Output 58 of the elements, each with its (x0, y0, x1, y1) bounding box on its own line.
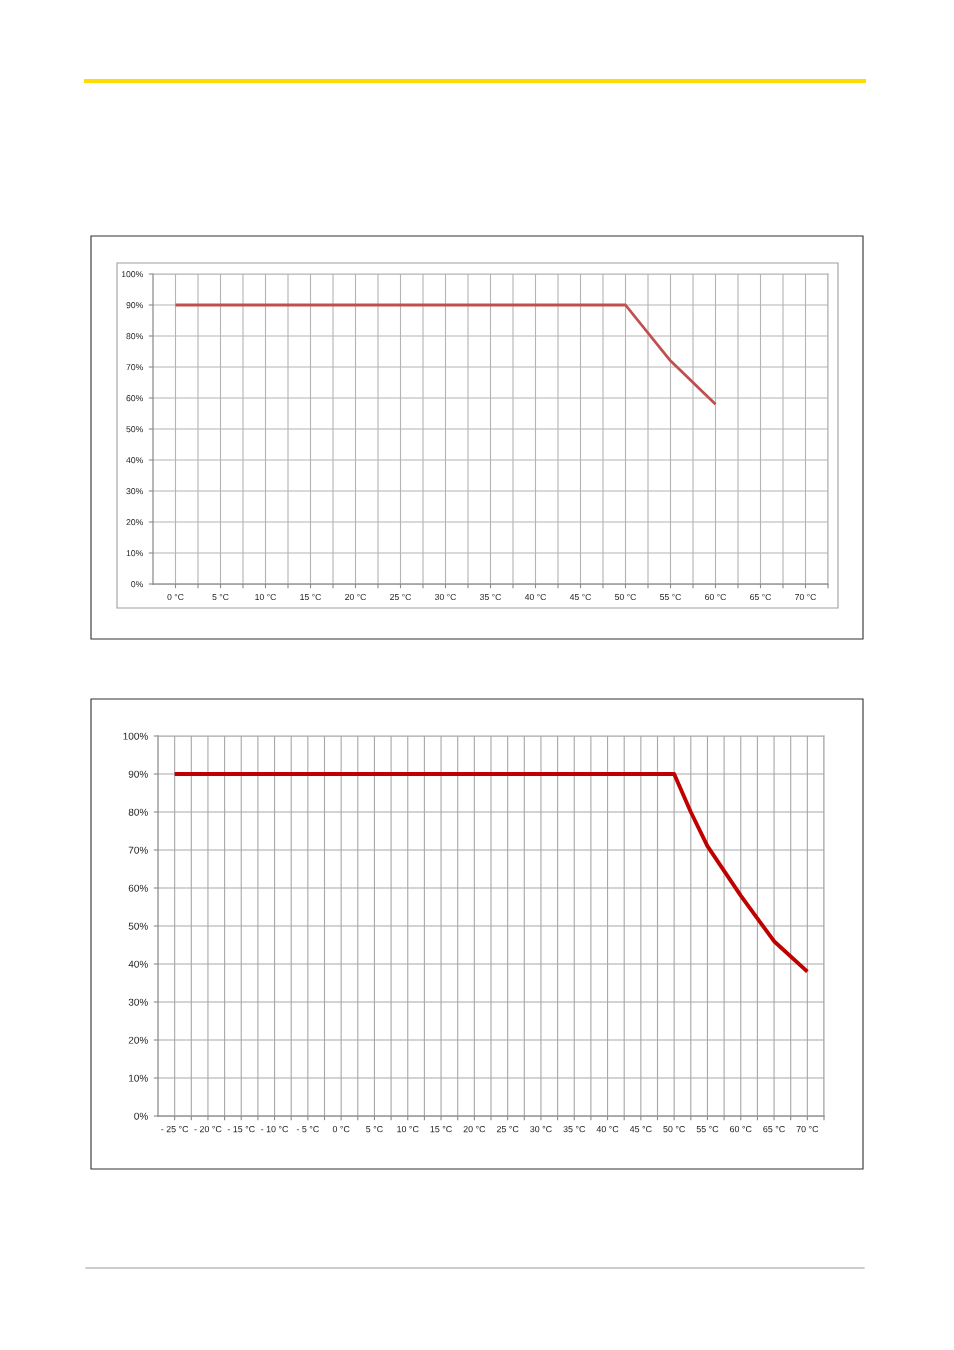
x-tick-label: 25 °C (496, 1125, 519, 1133)
x-tick-label: 10 °C (255, 593, 276, 601)
x-tick-label: 55 °C (660, 593, 681, 601)
x-tick-label: 30 °C (530, 1125, 552, 1133)
x-tick-label: 45 °C (569, 593, 591, 601)
x-tick-label: 5 °C (366, 1125, 383, 1133)
x-tick-label: 60 °C (705, 593, 726, 601)
y-tick-label: 90% (128, 770, 148, 778)
x-tick-label: 35 °C (480, 593, 501, 601)
y-tick-label: 90% (126, 302, 143, 309)
x-tick-label: 35 °C (563, 1125, 586, 1133)
y-tick-label: 50% (126, 426, 143, 433)
y-tick-label: 0% (131, 581, 143, 588)
y-tick-label: 0% (134, 1112, 148, 1120)
y-tick-label: 80% (128, 808, 148, 816)
x-tick-label: 15 °C (430, 1125, 452, 1133)
y-tick-label: 70% (128, 846, 148, 854)
y-tick-label: 100% (121, 271, 143, 278)
y-tick-label: 10% (129, 1074, 148, 1082)
x-tick-label: - 25 °C (161, 1125, 189, 1133)
y-tick-label: 30% (126, 488, 143, 495)
x-tick-label: 25 °C (390, 593, 411, 601)
x-tick-label: 70 °C (796, 1125, 819, 1133)
x-tick-label: 65 °C (750, 593, 771, 601)
y-tick-label: 50% (128, 922, 148, 930)
x-tick-label: 10 °C (397, 1125, 419, 1133)
x-tick-label: 40 °C (524, 593, 546, 601)
y-tick-label: 40% (126, 457, 143, 464)
y-tick-label: 100% (123, 732, 148, 740)
x-tick-label: 5 °C (212, 593, 229, 601)
x-tick-label: - 5 °C (296, 1125, 319, 1133)
y-tick-label: 30% (128, 998, 148, 1006)
x-tick-label: 50 °C (663, 1125, 685, 1133)
x-tick-label: 60 °C (730, 1125, 752, 1133)
x-tick-label: - 15 °C (227, 1125, 255, 1133)
x-tick-label: 20 °C (345, 593, 366, 601)
y-tick-label: 40% (128, 960, 148, 968)
x-tick-label: - 20 °C (194, 1125, 222, 1133)
line-series (172, 772, 810, 974)
y-tick-label: 80% (126, 333, 143, 340)
x-tick-label: 55 °C (696, 1125, 719, 1133)
x-tick-label: 0 °C (332, 1125, 350, 1133)
x-tick-label: 0 °C (167, 593, 184, 601)
x-tick-label: 65 °C (763, 1125, 785, 1133)
y-tick-label: 60% (126, 395, 143, 402)
x-tick-label: 70 °C (795, 593, 816, 601)
y-tick-label: 20% (128, 1036, 148, 1044)
y-tick-label: 10% (126, 550, 143, 557)
x-tick-label: 15 °C (300, 593, 321, 601)
x-tick-label: 20 °C (463, 1125, 486, 1133)
y-tick-label: 70% (126, 364, 143, 371)
x-tick-label: - 10 °C (261, 1125, 289, 1133)
x-tick-label: 45 °C (629, 1125, 652, 1133)
y-tick-label: 60% (128, 884, 148, 892)
y-tick-label: 20% (126, 519, 143, 526)
x-tick-label: 30 °C (435, 593, 456, 601)
x-tick-label: 50 °C (615, 593, 636, 601)
x-tick-label: 40 °C (596, 1125, 619, 1133)
